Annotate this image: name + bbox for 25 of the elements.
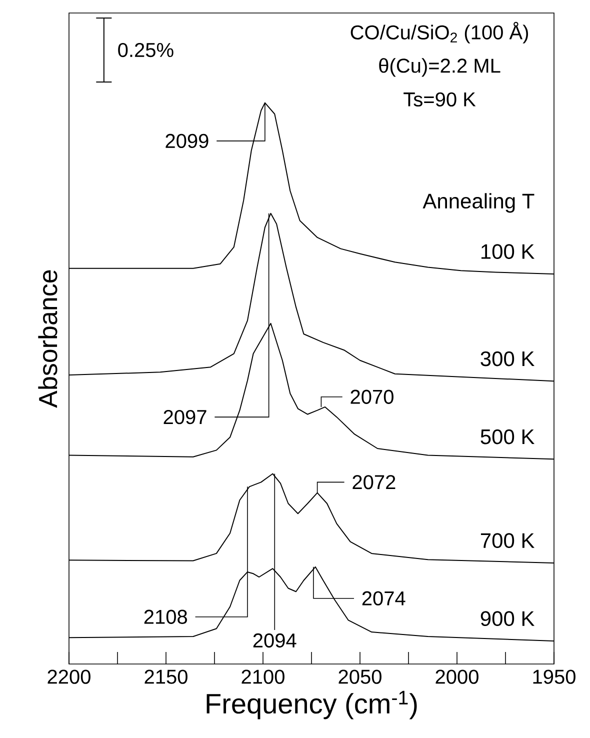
series-label: 500 K — [480, 429, 534, 444]
annotation: 2108 — [144, 610, 187, 624]
x-tick-label: 2000 — [436, 670, 478, 684]
annotation: 2072 — [352, 475, 396, 490]
annotation: 2094 — [253, 633, 296, 648]
annotation: 2070 — [350, 390, 394, 404]
legend-title: Annealing T — [422, 193, 534, 213]
series-label: 700 K — [480, 533, 534, 548]
series-label: 300 K — [480, 351, 534, 366]
text: CO/Cu/SiO$_{2}$ (100 Å) — [350, 22, 528, 44]
text: 0.25% — [118, 42, 174, 58]
text: θ(Cu)=2.2 ML — [379, 58, 500, 77]
series-label: 100 K — [481, 244, 534, 260]
annotation: 2099 — [166, 134, 208, 148]
y-axis-title: Absorbance — [38, 270, 58, 408]
annotation: Ts=90 K — [404, 92, 476, 107]
series-label: 900 K — [480, 611, 534, 626]
x-tick-label: 1950 — [533, 670, 576, 684]
x-tick-label: 2150 — [144, 670, 188, 684]
x-tick-label: 2200 — [48, 670, 90, 684]
annotation: 2097 — [164, 410, 206, 424]
x-tick-label: 2100 — [242, 670, 284, 684]
x-axis-title: Frequency (cm$^{-1}$) — [206, 690, 417, 720]
annotation: 2074 — [362, 591, 406, 606]
x-tick-label: 2050 — [338, 670, 382, 684]
